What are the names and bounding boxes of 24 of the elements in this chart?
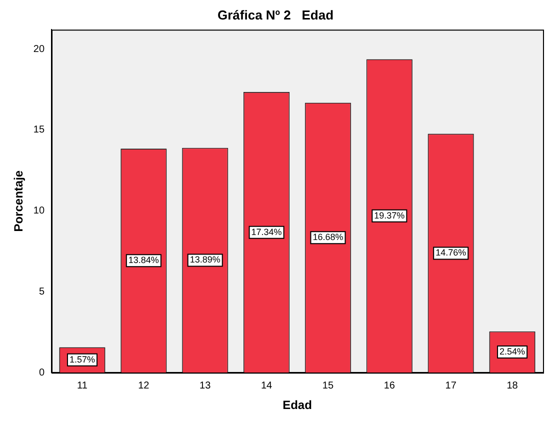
data-label: 14.76% xyxy=(436,248,466,258)
y-tick-label: 5 xyxy=(38,286,45,298)
x-tick-label: 11 xyxy=(77,380,88,392)
x-tick-label: 13 xyxy=(200,380,212,392)
data-label: 17.34% xyxy=(251,226,282,237)
y-tick-label: 15 xyxy=(33,124,45,136)
data-label: 2.54% xyxy=(500,346,526,357)
x-tick-label: 18 xyxy=(506,380,518,392)
data-label: 19.37% xyxy=(374,210,405,220)
x-axis-title: Edad xyxy=(282,398,312,412)
x-tick-label: 17 xyxy=(445,380,457,392)
data-label: 13.89% xyxy=(190,254,220,265)
y-tick-label: 10 xyxy=(33,206,45,217)
data-label: 16.68% xyxy=(312,232,344,242)
data-label: 1.57% xyxy=(69,354,96,364)
y-axis-title: Porcentaje xyxy=(12,170,26,232)
data-label: 13.84% xyxy=(128,255,159,266)
x-tick-label: 14 xyxy=(260,380,273,392)
x-tick-label: 15 xyxy=(322,380,334,392)
x-tick-label: 12 xyxy=(138,380,150,392)
chart-title: Gráfica Nº 2 Edad xyxy=(217,7,334,22)
y-tick-label: 20 xyxy=(33,44,45,55)
x-tick-label: 16 xyxy=(384,380,396,392)
y-tick-label: 0 xyxy=(38,367,45,378)
